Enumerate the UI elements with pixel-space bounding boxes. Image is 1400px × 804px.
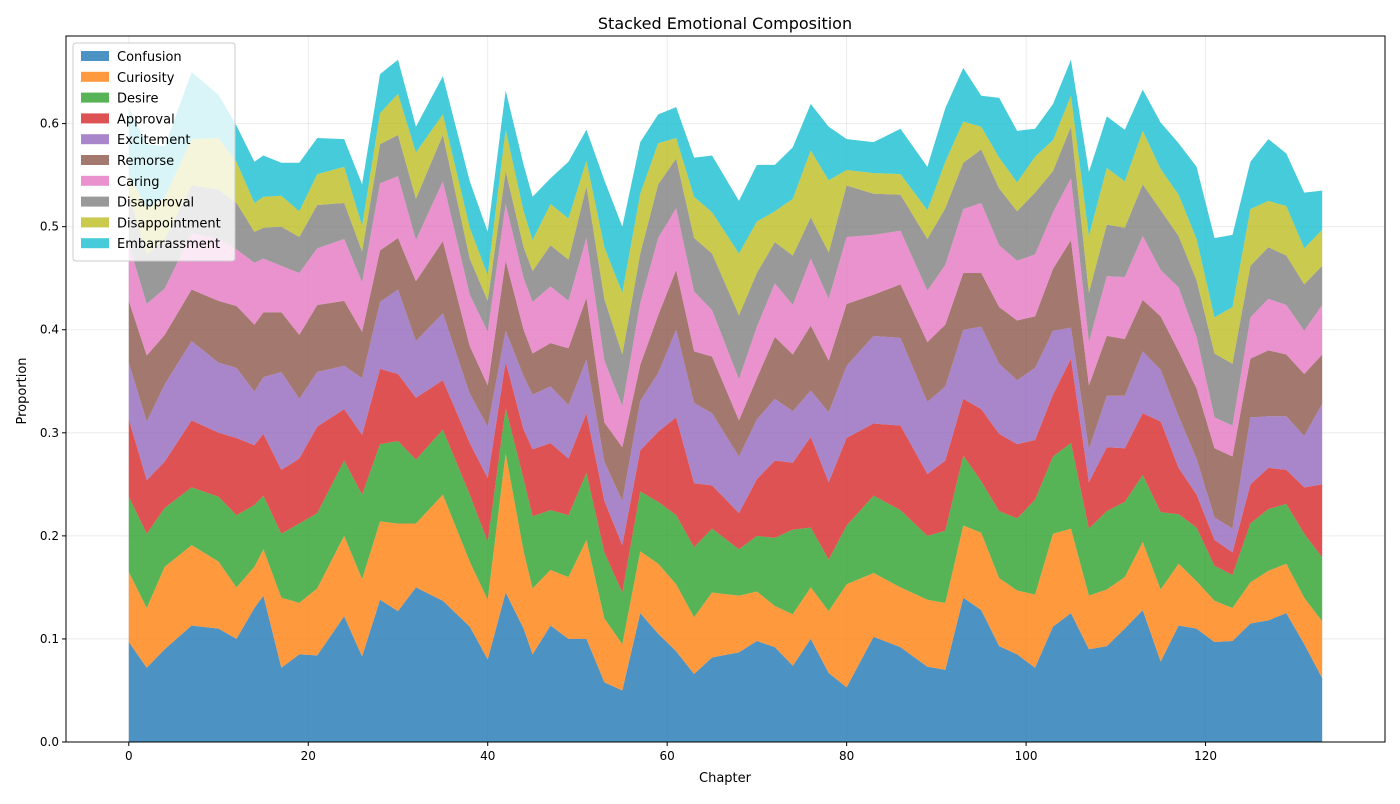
x-axis-label: Chapter: [699, 771, 752, 786]
legend-swatch-confusion: [81, 51, 109, 61]
area-caring: [128, 176, 1323, 457]
x-tick-label: 100: [1015, 749, 1038, 763]
x-tick-label: 20: [301, 749, 316, 763]
axes-frame: [65, 35, 1386, 743]
legend-label-approval: Approval: [117, 112, 175, 127]
y-axis-label: Proportion: [15, 357, 30, 424]
y-tick-label: 0.6: [40, 117, 59, 131]
legend-swatch-embarrassment: [81, 238, 109, 249]
x-tick-label: 0: [125, 749, 133, 763]
legend-swatch-disappointment: [81, 217, 109, 228]
area-disapproval: [128, 126, 1323, 426]
y-tick-label: 0.0: [40, 735, 59, 749]
area-disappointment: [128, 93, 1323, 364]
legend-label-embarrassment: Embarrassment: [117, 237, 220, 252]
area-approval: [128, 358, 1323, 593]
legend-frame: [72, 42, 236, 262]
area-confusion: [128, 587, 1323, 742]
area-curiosity: [128, 453, 1323, 691]
y-tick-label: 0.5: [40, 220, 59, 234]
legend-swatch-curiosity: [81, 71, 109, 82]
y-tick-label: 0.3: [40, 426, 59, 440]
x-tick-label: 60: [660, 749, 675, 763]
legend: Confusion Curiosity Desire Approval Exciteme…: [72, 42, 236, 262]
legend-label-desire: Desire: [117, 92, 158, 107]
legend-label-excitement: Excitement: [117, 133, 191, 148]
area-embarrassment: [128, 59, 1323, 318]
y-tick-label: 0.2: [40, 529, 59, 543]
y-tick-label: 0.1: [40, 632, 59, 646]
legend-swatch-desire: [81, 92, 109, 103]
x-tick-label: 80: [839, 749, 854, 763]
x-tick-label: 120: [1194, 749, 1217, 763]
area-excitement: [128, 289, 1323, 553]
legend-label-confusion: Confusion: [117, 50, 182, 65]
area-desire: [128, 408, 1323, 645]
legend-swatch-caring: [81, 175, 109, 186]
y-tick-label: 0.4: [40, 323, 59, 337]
legend-swatch-approval: [81, 113, 109, 124]
area-remorse: [128, 238, 1323, 529]
legend-label-caring: Caring: [117, 175, 160, 190]
legend-swatch-remorse: [81, 155, 109, 165]
legend-swatch-excitement: [81, 134, 109, 145]
legend-label-remorse: Remorse: [117, 154, 174, 169]
legend-label-disappointment: Disappointment: [117, 216, 221, 231]
plot-area: 0 20 40 60 80 100 120 0.0 0.1 0.2 0.3 0.4 0.5 0.6: [40, 35, 1386, 763]
x-tick-label: 40: [480, 749, 495, 763]
legend-swatch-disapproval: [81, 196, 109, 207]
chart-title: Stacked Emotional Composition: [598, 14, 852, 33]
legend-label-disapproval: Disapproval: [117, 196, 194, 211]
legend-label-curiosity: Curiosity: [117, 71, 175, 86]
